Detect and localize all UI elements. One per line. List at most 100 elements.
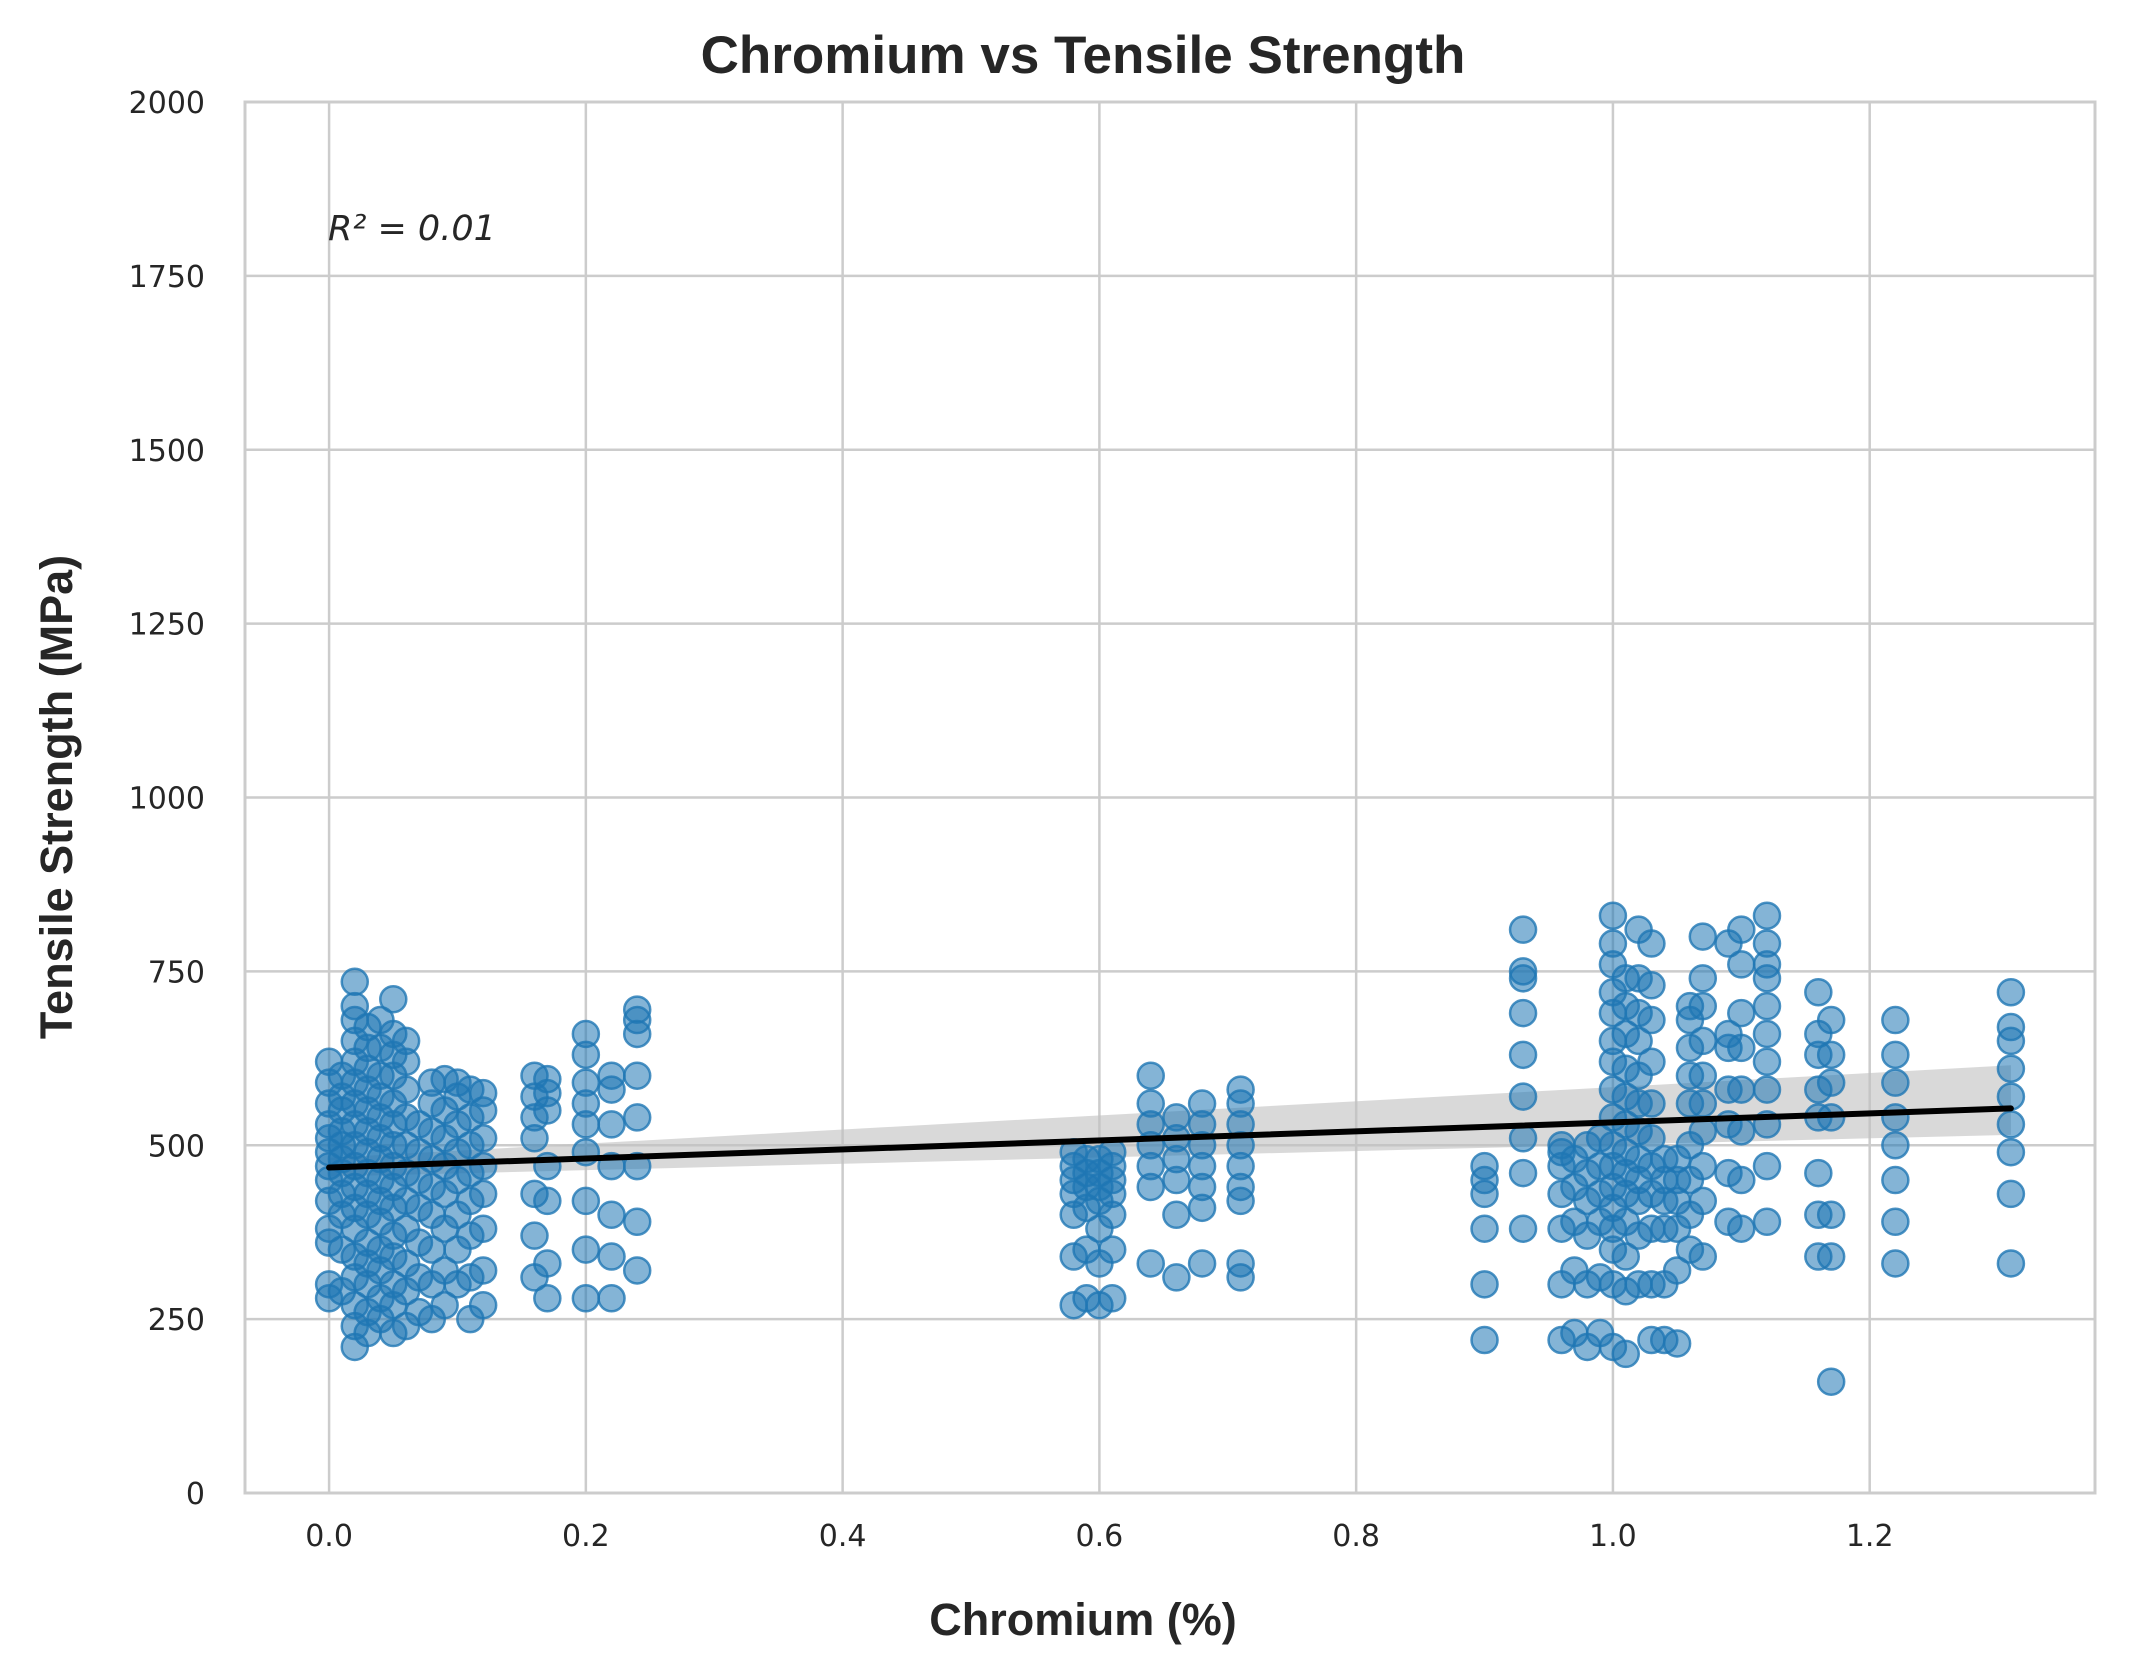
data-point	[1752, 929, 1782, 958]
data-point	[1996, 1054, 2026, 1083]
data-point	[1162, 1200, 1191, 1230]
data-point	[379, 984, 408, 1014]
regression-line	[326, 1105, 2014, 1171]
x-tick-label: 0.6	[1076, 1519, 1124, 1554]
data-point	[1727, 1117, 1756, 1146]
data-point	[597, 1110, 626, 1139]
y-tick-label: 1250	[129, 608, 205, 643]
data-point	[1816, 1242, 1846, 1271]
data-point	[533, 1064, 562, 1094]
data-point	[1688, 1242, 1718, 1271]
data-point	[1752, 1047, 1782, 1077]
data-point	[1752, 1019, 1782, 1049]
data-point	[1996, 1110, 2026, 1139]
data-point	[1508, 915, 1538, 944]
y-tick-labels: 0 250 500 750 1000 1250 1500 1750 2000	[129, 86, 205, 1512]
y-tick-label: 500	[148, 1129, 205, 1164]
data-point	[1508, 1124, 1538, 1153]
data-point	[597, 1284, 626, 1313]
data-point	[1508, 1158, 1538, 1188]
data-point	[1881, 1207, 1910, 1237]
data-point	[1881, 1103, 1910, 1132]
data-point	[1688, 964, 1718, 993]
data-point	[468, 1256, 498, 1285]
data-point	[622, 1061, 652, 1090]
data-point	[533, 1284, 562, 1313]
data-point	[1816, 1200, 1846, 1230]
data-point	[1508, 957, 1538, 986]
data-point	[1881, 1165, 1910, 1195]
data-point	[468, 1078, 498, 1108]
data-point	[1752, 991, 1782, 1021]
data-point	[597, 1200, 626, 1230]
data-point	[1187, 1249, 1217, 1278]
data-point	[391, 1075, 421, 1104]
data-point	[622, 1103, 652, 1132]
y-tick-label: 750	[148, 955, 205, 990]
y-tick-label: 1000	[129, 782, 205, 817]
data-point	[391, 1026, 421, 1056]
data-point	[1881, 1131, 1910, 1160]
data-point	[1637, 929, 1666, 958]
data-point	[533, 1249, 562, 1278]
data-point	[1662, 1256, 1692, 1285]
y-axis-title: Tensile Strength (MPa)	[31, 555, 82, 1039]
x-tick-labels: 0.0 0.2 0.4 0.6 0.8 1.0 1.2	[305, 1519, 1893, 1554]
x-tick-label: 0.2	[562, 1519, 610, 1554]
data-point	[1097, 1235, 1127, 1264]
data-point	[1470, 1270, 1499, 1299]
data-point	[597, 1061, 626, 1090]
data-point	[1470, 1325, 1499, 1355]
data-point	[1996, 1012, 2026, 1042]
data-point	[1637, 971, 1666, 1000]
data-point	[1804, 977, 1833, 1007]
data-point	[597, 1242, 626, 1271]
data-point	[1688, 1186, 1718, 1216]
data-point	[520, 1221, 549, 1250]
data-point	[468, 1214, 498, 1243]
data-point	[1996, 977, 2026, 1007]
data-point	[1752, 1207, 1782, 1237]
data-point	[1637, 1047, 1666, 1077]
x-tick-label: 0.8	[1332, 1519, 1380, 1554]
data-point	[340, 967, 370, 997]
data-point	[1727, 915, 1756, 944]
data-point	[1611, 1339, 1641, 1369]
data-point	[468, 1179, 498, 1209]
data-point	[1727, 1214, 1756, 1243]
data-point	[1470, 1151, 1499, 1181]
data-point	[1226, 1249, 1255, 1278]
x-tick-label: 1.2	[1846, 1519, 1894, 1554]
y-tick-label: 1500	[129, 434, 205, 469]
plot-frame	[243, 100, 2097, 1495]
data-point	[1752, 1151, 1782, 1181]
data-point	[1508, 1082, 1538, 1111]
fit-line-layer	[326, 1105, 2014, 1171]
data-point	[1688, 1061, 1718, 1090]
data-point	[571, 1019, 601, 1049]
data-point	[1598, 901, 1628, 930]
data-point	[1470, 1214, 1499, 1243]
data-point	[1727, 950, 1756, 979]
data-point	[1727, 1165, 1756, 1195]
data-point	[1611, 1242, 1641, 1271]
data-point	[1637, 1005, 1666, 1035]
data-point	[1136, 1249, 1165, 1278]
data-point	[468, 1124, 498, 1153]
data-point	[468, 1290, 498, 1320]
data-point	[571, 1186, 601, 1216]
x-tick-label: 0.4	[819, 1519, 867, 1554]
y-tick-label: 0	[186, 1477, 205, 1512]
data-point	[1136, 1089, 1165, 1118]
data-point	[1881, 1005, 1910, 1035]
data-point	[1097, 1284, 1127, 1313]
data-point	[1637, 1089, 1666, 1118]
x-axis-title: Chromium (%)	[929, 1594, 1237, 1645]
data-point	[1816, 1068, 1846, 1097]
data-point	[1187, 1089, 1217, 1118]
data-point	[1996, 1249, 2026, 1278]
data-point	[1688, 991, 1718, 1021]
data-point	[1226, 1075, 1255, 1104]
grid	[245, 100, 2095, 1495]
